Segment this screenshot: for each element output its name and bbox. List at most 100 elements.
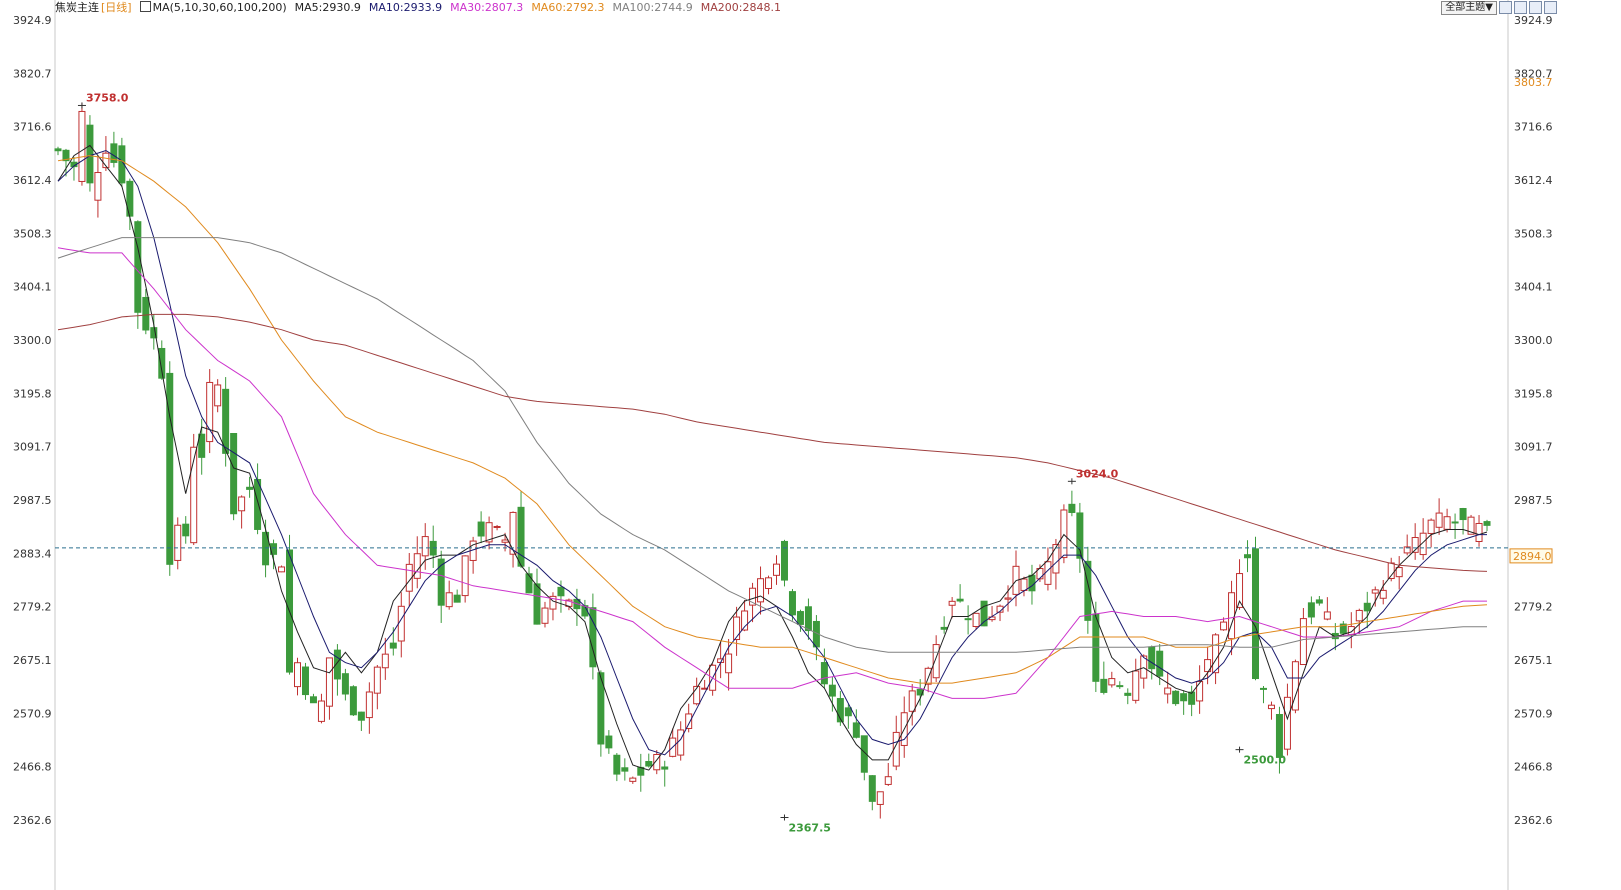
candle-body [325, 657, 333, 707]
current-price-box [1509, 548, 1553, 564]
theme-select-button[interactable]: 全部主题▼ [1441, 1, 1497, 15]
candle-body [796, 611, 804, 625]
y-tick-label-left: 2675.1 [13, 654, 52, 667]
candle-body [1116, 685, 1124, 688]
candle-body [301, 666, 309, 696]
candle-body [765, 577, 773, 589]
y-tick-label-left: 3716.6 [13, 121, 52, 134]
candle-body [1395, 567, 1403, 578]
candle-body [1068, 503, 1076, 513]
candle-body [182, 523, 190, 537]
candle-body [278, 566, 286, 573]
candle-body [54, 148, 62, 152]
candle-body [876, 791, 884, 805]
candle-body [701, 687, 709, 690]
period-label: [日线] [101, 1, 132, 14]
candle-body [868, 775, 876, 802]
candle-body [757, 578, 765, 603]
candle-body [1212, 634, 1220, 674]
candle-body [1108, 678, 1116, 686]
y-tick-label-left: 2883.4 [13, 547, 52, 560]
y-tick-label-left: 3924.9 [13, 14, 52, 27]
candle-body [948, 600, 956, 606]
candle-body [86, 124, 94, 184]
y-tick-label-left: 2362.6 [13, 814, 52, 827]
candle-body [389, 642, 397, 649]
candle-body [1028, 574, 1036, 592]
candle-body [222, 388, 230, 454]
candle-body [924, 667, 932, 685]
candle-body [1188, 691, 1196, 705]
candle-body [916, 688, 924, 696]
candle-body [852, 722, 860, 738]
candle-body [214, 384, 222, 407]
ma60-value: MA60:2792.3 [531, 1, 605, 14]
candle-body [206, 381, 214, 443]
candle-body [397, 605, 405, 642]
current-price-label: 2894.0 [1513, 550, 1552, 563]
candle-body [150, 327, 158, 339]
candle-body [733, 616, 741, 641]
y-tick-label-left: 2570.9 [13, 707, 52, 720]
candle-body [836, 698, 844, 723]
candle-body [1371, 589, 1379, 594]
ma-settings-icon[interactable] [139, 1, 151, 12]
extreme-label: 2367.5 [788, 821, 830, 834]
candle-body [980, 600, 988, 627]
ma-line-ma200 [57, 313, 1488, 572]
candle-body [134, 221, 142, 313]
y-tick-label-right: 2779.2 [1514, 601, 1553, 614]
candle-body [1172, 690, 1180, 705]
candle-body [1148, 646, 1156, 670]
candle-body [198, 433, 206, 458]
candle-body [1244, 554, 1252, 559]
scroll-right-icon[interactable] [1544, 1, 1557, 14]
candle-body [158, 347, 166, 379]
scroll-left-icon[interactable] [1529, 1, 1542, 14]
candle-body [62, 149, 70, 162]
candle-body [118, 145, 126, 184]
candle-body [1419, 532, 1427, 556]
candle-body [1204, 659, 1212, 673]
candle-body [78, 110, 86, 182]
candle-body [677, 729, 685, 756]
candle-body [1427, 519, 1435, 534]
y-tick-label-left: 3195.8 [13, 387, 52, 400]
candle-body [421, 536, 429, 557]
candle-body [1156, 650, 1164, 677]
candle-body [844, 707, 852, 717]
candle-body [333, 649, 341, 680]
candle-body [956, 598, 964, 602]
candle-body [365, 691, 373, 719]
candle-body [142, 296, 150, 331]
candle-body [741, 610, 749, 631]
y-tick-label-left: 2779.2 [13, 601, 52, 614]
candle-body [613, 754, 621, 775]
candle-body [693, 685, 701, 705]
candle-body [317, 700, 325, 722]
zoom-out-icon[interactable] [1514, 1, 1527, 14]
candle-body [1132, 670, 1140, 701]
ma-line-ma10 [57, 149, 1487, 756]
candle-body [1411, 537, 1419, 553]
candle-body [1443, 516, 1451, 530]
candle-body [1459, 508, 1467, 521]
y-tick-label-right: 2570.9 [1514, 707, 1553, 720]
y-tick-label-left: 3091.7 [13, 441, 52, 454]
candle-body [629, 777, 637, 782]
ma5-value: MA5:2930.9 [294, 1, 361, 14]
extreme-label: 3024.0 [1076, 467, 1119, 480]
symbol-title: 焦炭主连 [55, 1, 99, 14]
candle-body [1228, 592, 1236, 640]
candle-body [453, 594, 461, 603]
y-tick-label-right: 2466.8 [1514, 761, 1553, 774]
candle-body [437, 558, 445, 606]
candle-body [549, 595, 557, 610]
y-tick-label-right: 3091.7 [1514, 441, 1553, 454]
candle-body [1283, 696, 1291, 750]
candle-body [1180, 693, 1188, 702]
candle-body [1275, 713, 1283, 758]
y-tick-label-right: 3924.9 [1514, 14, 1553, 27]
zoom-in-icon[interactable] [1499, 1, 1512, 14]
